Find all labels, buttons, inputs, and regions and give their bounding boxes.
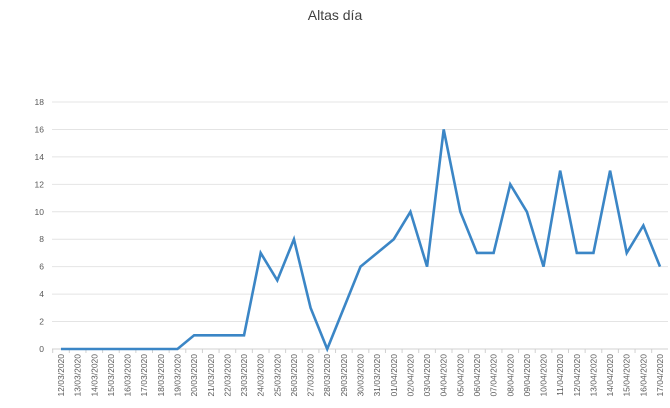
x-tick-label: 31/03/2020	[372, 354, 382, 397]
y-tick-label: 0	[39, 344, 44, 354]
y-tick-label: 6	[39, 262, 44, 272]
x-tick-label: 14/03/2020	[89, 354, 99, 397]
x-tick-label: 22/03/2020	[222, 354, 232, 397]
x-tick-label: 23/03/2020	[239, 354, 249, 397]
x-tick-label: 12/03/2020	[56, 354, 66, 397]
y-tick-label: 14	[35, 152, 45, 162]
x-tick-label: 25/03/2020	[272, 354, 282, 397]
x-tick-label: 18/03/2020	[156, 354, 166, 397]
x-tick-label: 30/03/2020	[356, 354, 366, 397]
x-tick-label: 19/03/2020	[172, 354, 182, 397]
x-tick-label: 17/03/2020	[139, 354, 149, 397]
x-tick-label: 01/04/2020	[389, 354, 399, 397]
x-tick-label: 02/04/2020	[405, 354, 415, 397]
x-tick-label: 15/03/2020	[106, 354, 116, 397]
x-tick-label: 15/04/2020	[622, 354, 632, 397]
x-tick-label: 08/04/2020	[505, 354, 515, 397]
y-tick-label: 16	[35, 124, 45, 134]
x-tick-label: 09/04/2020	[522, 354, 532, 397]
chart-title: Altas día	[307, 7, 363, 23]
x-tick-label: 10/04/2020	[539, 354, 549, 397]
y-tick-label: 2	[39, 317, 44, 327]
y-tick-label: 18	[35, 97, 45, 107]
x-tick-label: 20/03/2020	[189, 354, 199, 397]
y-tick-label: 8	[39, 234, 44, 244]
x-tick-label: 26/03/2020	[289, 354, 299, 397]
x-tick-label: 03/04/2020	[422, 354, 432, 397]
x-tick-label: 28/03/2020	[322, 354, 332, 397]
x-tick-label: 13/03/2020	[73, 354, 83, 397]
y-tick-label: 10	[35, 207, 45, 217]
x-tick-label: 27/03/2020	[306, 354, 316, 397]
x-tick-label: 07/04/2020	[489, 354, 499, 397]
x-tick-label: 24/03/2020	[256, 354, 266, 397]
x-tick-label: 16/04/2020	[638, 354, 648, 397]
x-tick-label: 06/04/2020	[472, 354, 482, 397]
x-tick-label: 14/04/2020	[605, 354, 615, 397]
x-tick-label: 16/03/2020	[123, 354, 133, 397]
x-tick-label: 12/04/2020	[572, 354, 582, 397]
x-tick-label: 13/04/2020	[588, 354, 598, 397]
x-tick-label: 11/04/2020	[555, 354, 565, 396]
x-tick-label: 17/04/2020	[655, 354, 665, 397]
y-tick-label: 12	[35, 179, 45, 189]
x-tick-label: 04/04/2020	[439, 354, 449, 397]
x-tick-label: 29/03/2020	[339, 354, 349, 397]
x-tick-label: 05/04/2020	[455, 354, 465, 397]
x-tick-label: 21/03/2020	[206, 354, 216, 397]
y-tick-label: 4	[39, 289, 44, 299]
